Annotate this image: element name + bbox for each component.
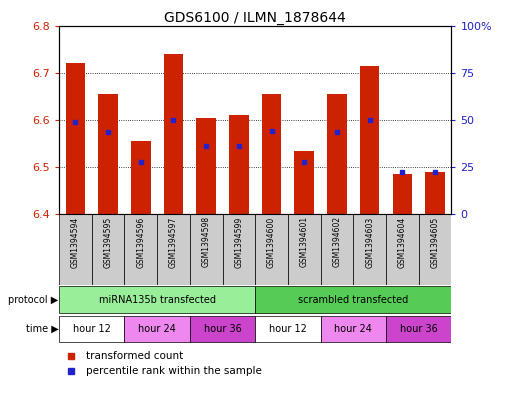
Bar	[59, 316, 124, 342]
Bar	[353, 214, 386, 285]
Bar	[190, 316, 255, 342]
Bar	[425, 172, 445, 214]
Bar	[288, 214, 321, 285]
Bar	[321, 316, 386, 342]
Bar	[327, 94, 347, 214]
Bar	[255, 286, 451, 313]
Text: GSM1394603: GSM1394603	[365, 216, 374, 268]
Bar	[59, 286, 255, 313]
Bar	[164, 54, 183, 214]
Text: hour 12: hour 12	[73, 324, 111, 334]
Text: hour 36: hour 36	[204, 324, 242, 334]
Bar	[157, 214, 190, 285]
Bar	[392, 174, 412, 214]
Text: GSM1394596: GSM1394596	[136, 216, 145, 268]
Bar	[223, 214, 255, 285]
Bar	[255, 214, 288, 285]
Bar	[229, 115, 249, 214]
Bar	[196, 118, 216, 214]
Text: GSM1394594: GSM1394594	[71, 216, 80, 268]
Text: time ▶: time ▶	[26, 324, 58, 334]
Bar	[386, 316, 451, 342]
Bar	[360, 66, 380, 214]
Text: GSM1394605: GSM1394605	[430, 216, 440, 268]
Bar	[131, 141, 150, 214]
Bar	[124, 316, 190, 342]
Title: GDS6100 / ILMN_1878644: GDS6100 / ILMN_1878644	[164, 11, 346, 24]
Text: miRNA135b transfected: miRNA135b transfected	[98, 295, 215, 305]
Bar	[294, 151, 314, 214]
Bar	[419, 214, 451, 285]
Bar	[124, 214, 157, 285]
Text: GSM1394599: GSM1394599	[234, 216, 243, 268]
Text: hour 36: hour 36	[400, 324, 438, 334]
Text: GSM1394597: GSM1394597	[169, 216, 178, 268]
Bar	[59, 214, 92, 285]
Text: GSM1394601: GSM1394601	[300, 216, 309, 267]
Bar	[190, 214, 223, 285]
Text: hour 24: hour 24	[138, 324, 176, 334]
Bar	[386, 214, 419, 285]
Text: hour 12: hour 12	[269, 324, 307, 334]
Text: protocol ▶: protocol ▶	[8, 295, 58, 305]
Text: GSM1394600: GSM1394600	[267, 216, 276, 268]
Bar	[321, 214, 353, 285]
Text: percentile rank within the sample: percentile rank within the sample	[87, 366, 262, 376]
Bar	[262, 94, 281, 214]
Bar	[98, 94, 118, 214]
Bar	[66, 63, 85, 214]
Text: GSM1394604: GSM1394604	[398, 216, 407, 268]
Bar	[92, 214, 125, 285]
Text: GSM1394598: GSM1394598	[202, 216, 211, 267]
Bar	[255, 316, 321, 342]
Text: GSM1394595: GSM1394595	[104, 216, 112, 268]
Text: GSM1394602: GSM1394602	[332, 216, 342, 267]
Text: scrambled transfected: scrambled transfected	[298, 295, 408, 305]
Text: transformed count: transformed count	[87, 351, 184, 361]
Text: hour 24: hour 24	[334, 324, 372, 334]
